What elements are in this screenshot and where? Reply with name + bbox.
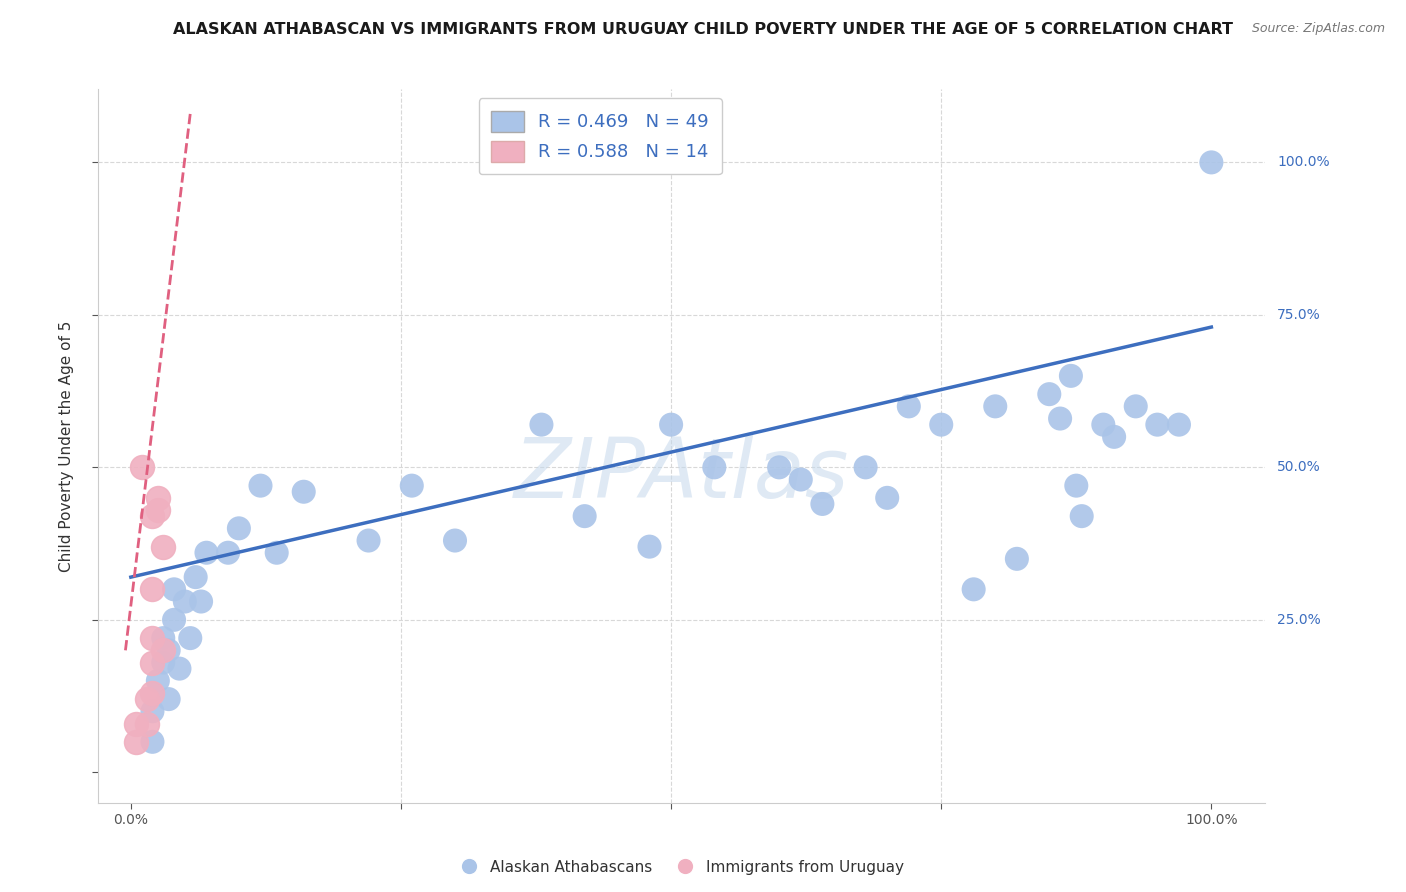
Point xyxy=(152,540,174,554)
Point xyxy=(1066,478,1088,492)
Point xyxy=(146,673,169,688)
Point xyxy=(1092,417,1115,432)
Point xyxy=(146,503,169,517)
Point xyxy=(152,643,174,657)
Point xyxy=(141,686,163,700)
Point xyxy=(659,417,682,432)
Point xyxy=(157,643,180,657)
Point xyxy=(1049,411,1071,425)
Point xyxy=(703,460,725,475)
Point xyxy=(141,735,163,749)
Point xyxy=(962,582,984,597)
Point xyxy=(131,460,153,475)
Point xyxy=(1146,417,1168,432)
Point xyxy=(1005,551,1028,566)
Point xyxy=(444,533,467,548)
Point xyxy=(530,417,553,432)
Text: Source: ZipAtlas.com: Source: ZipAtlas.com xyxy=(1251,22,1385,36)
Text: ZIPAtlas: ZIPAtlas xyxy=(515,434,849,515)
Point xyxy=(141,509,163,524)
Point xyxy=(855,460,877,475)
Point xyxy=(141,704,163,718)
Point xyxy=(1168,417,1191,432)
Point xyxy=(1070,509,1092,524)
Point xyxy=(638,540,661,554)
Text: 75.0%: 75.0% xyxy=(1277,308,1320,322)
Point xyxy=(136,716,159,731)
Point xyxy=(1102,430,1125,444)
Text: 100.0%: 100.0% xyxy=(1277,155,1330,169)
Point xyxy=(125,716,148,731)
Legend: Alaskan Athabascans, Immigrants from Uruguay: Alaskan Athabascans, Immigrants from Uru… xyxy=(454,854,910,880)
Point xyxy=(249,478,271,492)
Point xyxy=(984,400,1007,414)
Point xyxy=(163,582,186,597)
Point xyxy=(184,570,207,584)
Point xyxy=(146,491,169,505)
Point xyxy=(141,582,163,597)
Point xyxy=(1060,368,1083,383)
Point xyxy=(125,735,148,749)
Point xyxy=(195,546,218,560)
Point xyxy=(228,521,250,535)
Point xyxy=(897,400,920,414)
Point xyxy=(163,613,186,627)
Text: ALASKAN ATHABASCAN VS IMMIGRANTS FROM URUGUAY CHILD POVERTY UNDER THE AGE OF 5 C: ALASKAN ATHABASCAN VS IMMIGRANTS FROM UR… xyxy=(173,22,1233,37)
Point xyxy=(157,692,180,706)
Point xyxy=(790,473,813,487)
Point xyxy=(1201,155,1223,169)
Point xyxy=(152,631,174,645)
Point xyxy=(811,497,834,511)
Point xyxy=(357,533,380,548)
Point xyxy=(169,662,191,676)
Point xyxy=(292,484,315,499)
Point xyxy=(190,594,212,608)
Point xyxy=(266,546,288,560)
Point xyxy=(929,417,952,432)
Y-axis label: Child Poverty Under the Age of 5: Child Poverty Under the Age of 5 xyxy=(59,320,75,572)
Point xyxy=(173,594,195,608)
Point xyxy=(141,631,163,645)
Point xyxy=(141,656,163,670)
Point xyxy=(401,478,423,492)
Text: 50.0%: 50.0% xyxy=(1277,460,1320,475)
Point xyxy=(574,509,596,524)
Point xyxy=(152,656,174,670)
Point xyxy=(179,631,201,645)
Point xyxy=(1038,387,1060,401)
Text: 25.0%: 25.0% xyxy=(1277,613,1320,627)
Point xyxy=(876,491,898,505)
Point xyxy=(768,460,790,475)
Point xyxy=(1125,400,1147,414)
Point xyxy=(217,546,239,560)
Point xyxy=(136,692,159,706)
